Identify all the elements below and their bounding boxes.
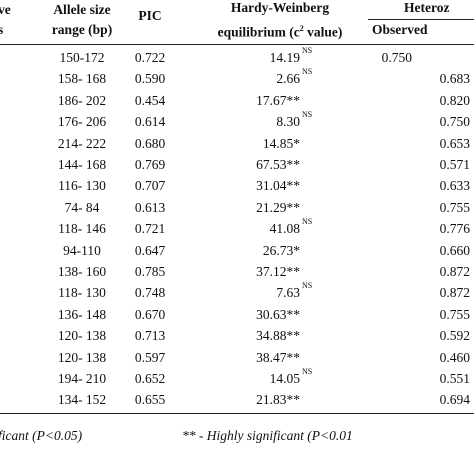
range-cell: 118- 146 bbox=[58, 221, 106, 237]
header-cell: ve bbox=[0, 2, 11, 17]
pic-cell: 0.652 bbox=[134, 371, 166, 386]
observed-cell: 0.571 bbox=[439, 157, 470, 172]
header-cell: range (bp) bbox=[51, 22, 113, 37]
header-cell: Hardy-Weinberg bbox=[230, 0, 330, 15]
footnote: ** - Highly significant (P<0.01 bbox=[182, 428, 353, 443]
range-cell: 74- 84 bbox=[64, 199, 100, 215]
pic-cell: 0.655 bbox=[134, 392, 166, 408]
hw-sup: NS bbox=[302, 281, 313, 291]
header-cell: PIC bbox=[138, 8, 162, 23]
pic-cell: 0.647 bbox=[134, 242, 166, 258]
observed-cell: 0.660 bbox=[439, 242, 470, 258]
observed-cell: 0.776 bbox=[439, 221, 470, 237]
range-cell: 176- 206 bbox=[57, 114, 107, 130]
header-cell: s bbox=[0, 22, 4, 37]
footnote: ficant (P<0.05) bbox=[0, 428, 83, 443]
range-cell: 138- 160 bbox=[57, 264, 107, 279]
pic-cell: 0.769 bbox=[134, 157, 166, 172]
observed-cell: 0.694 bbox=[439, 392, 470, 408]
header-cell: equilibrium (c2 value) bbox=[195, 24, 365, 41]
range-cell: 150-172 bbox=[59, 50, 105, 65]
pic-cell: 0.590 bbox=[134, 71, 166, 87]
hw-sup: NS bbox=[302, 46, 313, 55]
hw-cell: 21.83** bbox=[256, 392, 300, 408]
pic-cell: 0.680 bbox=[134, 135, 166, 151]
range-cell: 194- 210 bbox=[57, 371, 107, 386]
range-cell: 94-110 bbox=[63, 242, 101, 258]
hw-cell: 38.47** bbox=[256, 349, 300, 365]
range-cell: 120- 138 bbox=[57, 328, 107, 344]
observed-cell: 0.633 bbox=[439, 178, 470, 194]
hw-sup: NS bbox=[302, 367, 313, 376]
hw-cell: 34.88** bbox=[256, 328, 300, 344]
range-cell: 118- 130 bbox=[58, 285, 106, 301]
range-cell: 186- 202 bbox=[57, 92, 107, 108]
pic-cell: 0.597 bbox=[134, 349, 166, 365]
observed-cell: 0.551 bbox=[439, 371, 470, 386]
header-sup: 2 bbox=[299, 24, 304, 33]
range-cell: 214- 222 bbox=[57, 135, 107, 151]
pic-cell: 0.713 bbox=[134, 328, 166, 344]
hw-cell: 14.85* bbox=[262, 135, 300, 151]
hw-cell: 31.04** bbox=[256, 178, 300, 194]
range-cell: 120- 138 bbox=[57, 349, 107, 365]
header-text: value) bbox=[303, 24, 343, 40]
range-cell: 144- 168 bbox=[57, 157, 107, 172]
header-cell: Heteroz bbox=[404, 0, 450, 15]
observed-cell: 0.750 bbox=[381, 50, 412, 65]
observed-cell: 0.872 bbox=[439, 285, 470, 301]
hw-sup: NS bbox=[302, 217, 313, 227]
observed-cell: 0.750 bbox=[439, 114, 470, 130]
rule bbox=[0, 413, 474, 414]
pic-cell: 0.670 bbox=[134, 306, 166, 322]
hw-cell: 8.30 bbox=[276, 114, 300, 130]
observed-cell: 0.755 bbox=[439, 306, 470, 322]
hw-cell: 2.66 bbox=[276, 71, 300, 87]
hw-cell: 14.19 bbox=[269, 50, 300, 65]
observed-cell: 0.653 bbox=[439, 135, 470, 151]
header-cell: Allele size bbox=[53, 2, 111, 17]
pic-cell: 0.721 bbox=[134, 221, 166, 237]
range-cell: 158- 168 bbox=[57, 71, 107, 87]
pic-cell: 0.614 bbox=[134, 114, 166, 130]
range-cell: 134- 152 bbox=[57, 392, 107, 408]
hw-cell: 41.08 bbox=[269, 221, 300, 237]
hw-sup: NS bbox=[302, 110, 313, 120]
header-text: equilibrium (c bbox=[217, 24, 300, 40]
pic-cell: 0.454 bbox=[134, 92, 166, 108]
hw-cell: 14.05 bbox=[269, 371, 300, 386]
pic-cell: 0.613 bbox=[134, 199, 166, 215]
pic-cell: 0.785 bbox=[134, 264, 166, 279]
pic-cell: 0.722 bbox=[134, 50, 166, 65]
hw-cell: 30.63** bbox=[256, 306, 300, 322]
rule bbox=[368, 19, 474, 20]
pic-cell: 0.707 bbox=[134, 178, 166, 194]
observed-cell: 0.460 bbox=[439, 349, 470, 365]
rule bbox=[0, 44, 474, 45]
range-cell: 136- 148 bbox=[57, 306, 107, 322]
hw-cell: 17.67** bbox=[256, 92, 300, 108]
hw-cell: 7.63 bbox=[276, 285, 300, 301]
header-cell: Observed bbox=[372, 22, 428, 37]
hw-sup: NS bbox=[302, 67, 313, 77]
hw-cell: 26.73* bbox=[262, 242, 300, 258]
hw-cell: 67.53** bbox=[256, 157, 300, 172]
observed-cell: 0.872 bbox=[439, 264, 470, 279]
hw-cell: 21.29** bbox=[256, 199, 300, 215]
observed-cell: 0.683 bbox=[439, 71, 470, 87]
pic-cell: 0.748 bbox=[134, 285, 166, 301]
hw-cell: 37.12** bbox=[256, 264, 300, 279]
observed-cell: 0.592 bbox=[439, 328, 470, 344]
observed-cell: 0.820 bbox=[439, 92, 470, 108]
observed-cell: 0.755 bbox=[439, 199, 470, 215]
range-cell: 116- 130 bbox=[58, 178, 106, 194]
